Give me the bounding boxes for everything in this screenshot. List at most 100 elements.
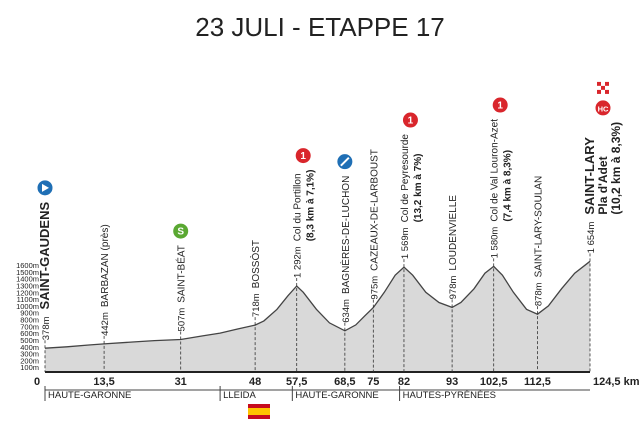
waypoint-elevation: 975m: [369, 276, 380, 300]
finish-flag-cell: [597, 89, 601, 94]
waypoint-label: 878m SAINT-LARY-SOULAN: [533, 176, 544, 306]
y-tick-label: 1500m: [16, 268, 39, 277]
y-tick-label: 900m: [20, 309, 39, 318]
badge-text: 1: [497, 101, 503, 112]
waypoint-detail: (7,4 km à 8,3%): [503, 150, 514, 222]
x-tick-label: 31: [175, 376, 187, 388]
waypoint-elevation: 634m: [341, 299, 352, 323]
badge-text: S: [177, 227, 184, 238]
waypoint-label: 718m BOSSÒST: [249, 240, 262, 317]
badge: [294, 147, 312, 165]
x-tick-label: 112,5: [524, 376, 551, 388]
waypoint-elevation: 507m: [177, 308, 188, 332]
finish-flag-cell: [601, 81, 605, 86]
waypoint-subname: Pla d'Adet: [596, 156, 610, 214]
waypoint-elevation: 978m: [448, 276, 459, 300]
waypoint-elevation: 378m: [41, 316, 52, 340]
badge-icon: [340, 156, 350, 167]
waypoint-label: 1 654m SAINT-LARY: [582, 137, 597, 254]
waypoint-detail: (8,3 km à 7,1%): [306, 170, 317, 242]
waypoint-name: Col de Peyresourde: [400, 134, 411, 223]
waypoint-name: BARBAZAN (près): [100, 224, 111, 307]
y-tick-label: 700m: [20, 322, 39, 331]
waypoint-label: 1 292m Col du Portillon: [293, 173, 304, 278]
waypoint-name: Col du Portillon: [293, 173, 304, 241]
waypoint-elevation: 442m: [100, 312, 111, 336]
waypoint-elevation: 718m: [251, 293, 262, 317]
finish-flag-cell: [605, 81, 609, 86]
waypoint-label: 975m CAZEAUX-DE-LARBOUST: [369, 149, 380, 299]
badge: [594, 99, 612, 117]
waypoint-label: 378m SAINT-GAUDENS: [37, 202, 52, 341]
x-tick-label: 0: [34, 376, 40, 388]
waypoint-label: 1 580m Col de Val Louron-Azet: [490, 119, 501, 259]
x-tick-label: 102,5: [480, 376, 508, 388]
finish-flag: [597, 81, 609, 94]
finish-flag-cell: [601, 85, 605, 90]
chart-title: 23 JULI - ETAPPE 17: [195, 12, 445, 42]
region-name: HAUTE-GARONNE: [48, 390, 131, 401]
waypoint-label: 442m BARBAZAN (près): [100, 224, 111, 336]
badge-text: 1: [300, 151, 306, 162]
region-name: HAUTES-PYRÉNÉES: [403, 390, 496, 401]
waypoint-elevation: 1 654m: [586, 222, 597, 254]
waypoint-name: Col de Val Louron-Azet: [490, 119, 501, 222]
y-tick-label: 100m: [20, 363, 39, 372]
y-tick-label: 1400m: [16, 275, 39, 284]
y-tick-label: 1300m: [16, 281, 39, 290]
waypoint-elevation: 878m: [533, 282, 544, 306]
badge: [172, 222, 190, 240]
y-tick-label: 200m: [20, 356, 39, 365]
finish-flag-cell: [601, 89, 605, 94]
y-tick-label: 800m: [20, 316, 39, 325]
badge-icon: [42, 183, 49, 192]
waypoint-name: CAZEAUX-DE-LARBOUST: [369, 149, 380, 271]
waypoint-elevation: 1 292m: [293, 246, 304, 278]
x-tick-label: 75: [367, 376, 379, 388]
finish-flag-cell: [597, 85, 601, 90]
y-tick-label: 1600m: [16, 261, 39, 270]
x-tick-label: 68,5: [334, 376, 355, 388]
waypoint-label: 507m SAINT-BÉAT: [175, 245, 188, 331]
waypoint-label: 978m LOUDENVIELLE: [448, 195, 459, 300]
region-name: HAUTE-GARONNE: [295, 390, 378, 401]
y-tick-label: 1000m: [16, 302, 39, 311]
flag: [248, 404, 270, 419]
waypoint-name: SAINT-BÉAT: [175, 245, 188, 303]
waypoint-name: BOSSÒST: [249, 240, 262, 288]
badge: [491, 96, 509, 114]
x-tick-label: 48: [249, 376, 261, 388]
badge: [401, 111, 419, 129]
y-tick-label: 400m: [20, 343, 39, 352]
x-tick-label: 82: [398, 376, 410, 388]
waypoint-label: 1 569m Col de Peyresourde: [400, 134, 411, 260]
waypoint-name: BAGNÈRES-DE-LUCHON: [339, 176, 352, 294]
y-tick-label: 600m: [20, 329, 39, 338]
waypoint-detail: (13,2 km à 7%): [413, 153, 424, 222]
waypoint-elevation: 1 580m: [490, 227, 501, 259]
finish-flag-cell: [605, 85, 609, 90]
waypoint-label: 634m BAGNÈRES-DE-LUCHON: [339, 176, 352, 323]
region-name: LLEIDA: [223, 390, 256, 401]
waypoint-name: LOUDENVIELLE: [448, 195, 459, 271]
waypoint-name: SAINT-LARY: [582, 137, 597, 215]
x-tick-label: 93: [446, 376, 458, 388]
profile-area: [45, 261, 590, 372]
waypoint-elevation: 1 569m: [400, 227, 411, 259]
y-tick-label: 300m: [20, 350, 39, 359]
waypoint-detail: (10,2 km à 8,3%): [609, 122, 623, 215]
badge-text: 1: [408, 116, 414, 127]
finish-flag-cell: [597, 81, 601, 86]
y-tick-label: 1200m: [16, 288, 39, 297]
x-tick-label: 57,5: [286, 376, 307, 388]
y-tick-label: 1100m: [17, 295, 39, 304]
badge-text: HC: [598, 104, 609, 113]
profile-line: [44, 260, 591, 349]
finish-flag-cell: [605, 89, 609, 94]
x-tick-label: 124,5 km: [593, 376, 640, 388]
waypoint-name: SAINT-LARY-SOULAN: [533, 176, 544, 278]
waypoint-name: SAINT-GAUDENS: [37, 202, 52, 310]
y-tick-label: 500m: [20, 336, 39, 345]
x-tick-label: 13,5: [93, 376, 114, 388]
